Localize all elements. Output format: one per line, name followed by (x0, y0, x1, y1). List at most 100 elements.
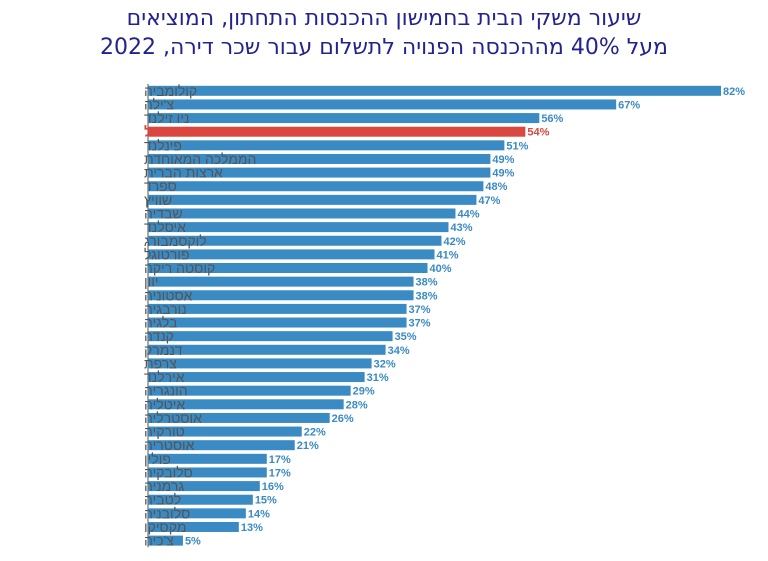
bar-7 (148, 181, 484, 192)
bar-14 (148, 276, 414, 287)
chart-title-line-1: שיעור משקי הבית בחמישון ההכנסות התחתון, … (126, 6, 642, 31)
category-label-6: ארצות הברית (144, 165, 223, 181)
category-label-22: הונגריה (144, 383, 188, 399)
category-label-9: שבדיה (144, 205, 183, 221)
bar-15 (148, 290, 414, 301)
category-label-21: אירלנד (144, 369, 185, 385)
value-label-25: 22% (304, 427, 326, 439)
category-label-33: צ'כיה (144, 533, 174, 549)
category-label-15: אסטוניה (144, 287, 193, 303)
bar-33 (148, 535, 183, 546)
category-label-10: איסלנד (144, 219, 186, 235)
bar-21 (148, 372, 365, 383)
bar-0 (148, 85, 721, 96)
category-label-0: קולומביה (144, 83, 197, 99)
value-label-22: 29% (353, 386, 375, 398)
value-label-32: 13% (241, 522, 263, 534)
value-label-18: 35% (395, 331, 417, 343)
category-label-29: גרמניה (144, 478, 184, 494)
category-label-24: אוסטרליה (144, 410, 202, 426)
category-label-18: קנדה (144, 328, 174, 344)
bar-22 (148, 385, 351, 396)
value-label-17: 37% (409, 318, 431, 330)
category-label-8: שוויץ (144, 192, 172, 208)
bar-25 (148, 426, 302, 437)
value-label-2: 56% (541, 113, 563, 125)
value-label-30: 15% (255, 495, 277, 507)
category-label-1: צ'ילה (144, 96, 174, 112)
bar-18 (148, 331, 393, 342)
category-label-19: דנמרק (144, 342, 183, 358)
bar-2 (148, 113, 540, 124)
value-label-15: 38% (416, 290, 438, 302)
value-label-23: 28% (346, 399, 368, 411)
bar-19 (148, 344, 386, 355)
category-label-13: קוסטה ריקה (144, 260, 215, 276)
category-label-11: לוקסמבורג (144, 233, 207, 249)
bar-29 (148, 481, 260, 492)
value-label-27: 17% (269, 454, 291, 466)
bar-24 (148, 412, 330, 423)
value-label-3: 54% (527, 127, 549, 139)
bar-27 (148, 453, 267, 464)
category-label-4: פינלנד (144, 137, 182, 153)
value-label-21: 31% (367, 372, 389, 384)
category-label-31: סלובניה (144, 505, 190, 521)
value-label-31: 14% (248, 508, 270, 520)
bar-32 (148, 521, 239, 532)
category-label-30: לטביה (144, 492, 181, 508)
bar-23 (148, 399, 344, 410)
value-label-33: 5% (185, 536, 201, 548)
bars-group (148, 85, 721, 546)
value-label-8: 47% (478, 195, 500, 207)
value-label-1: 67% (618, 99, 640, 111)
bar-31 (148, 508, 246, 519)
category-label-25: טורקיה (144, 424, 185, 440)
category-label-27: פולין (144, 451, 171, 467)
category-label-16: נורבגיה (144, 301, 187, 317)
value-label-16: 37% (409, 304, 431, 316)
value-label-13: 40% (430, 263, 452, 275)
chart-title-line-2: מעל 40% מההכנסה הפנויה לתשלום עבור שכר ד… (100, 35, 668, 60)
bar-13 (148, 263, 428, 273)
bar-4 (148, 140, 505, 151)
category-label-23: איטליה (144, 396, 185, 412)
bar-8 (148, 194, 477, 205)
category-label-14: יוון (144, 274, 159, 290)
value-label-29: 16% (262, 481, 284, 493)
bar-26 (148, 440, 295, 451)
bar-16 (148, 303, 407, 314)
bar-12 (148, 249, 435, 260)
bar-10 (148, 222, 449, 233)
value-label-4: 51% (506, 140, 528, 152)
bar-28 (148, 467, 267, 478)
category-label-26: אוסטריה (144, 437, 195, 453)
bar-9 (148, 208, 456, 219)
value-label-19: 34% (388, 345, 410, 357)
bar-5 (148, 153, 491, 164)
value-label-10: 43% (450, 222, 472, 234)
value-label-28: 17% (269, 467, 291, 479)
bar-17 (148, 317, 407, 328)
category-label-7: ספרד (144, 178, 177, 194)
value-label-5: 49% (492, 154, 514, 166)
category-label-20: צרפת (144, 355, 177, 371)
value-label-6: 49% (492, 168, 514, 180)
value-label-12: 41% (437, 249, 459, 261)
value-label-20: 32% (374, 358, 396, 370)
value-label-11: 42% (443, 236, 465, 248)
category-label-12: פורטוגל (144, 246, 190, 262)
bar-20 (148, 358, 372, 369)
category-label-2: ניו זילנד (144, 110, 189, 126)
value-label-7: 48% (485, 181, 507, 193)
category-label-3: ישראל (144, 124, 185, 140)
bar-11 (148, 235, 442, 246)
value-label-26: 21% (297, 440, 319, 452)
value-label-24: 26% (332, 413, 354, 425)
bar-6 (148, 167, 491, 178)
value-labels-group: 82%67%56%54%51%49%49%48%47%44%43%42%41%4… (185, 86, 745, 548)
bar-30 (148, 494, 253, 505)
chart-title: שיעור משקי הבית בחמישון ההכנסות התחתון, … (0, 4, 768, 62)
